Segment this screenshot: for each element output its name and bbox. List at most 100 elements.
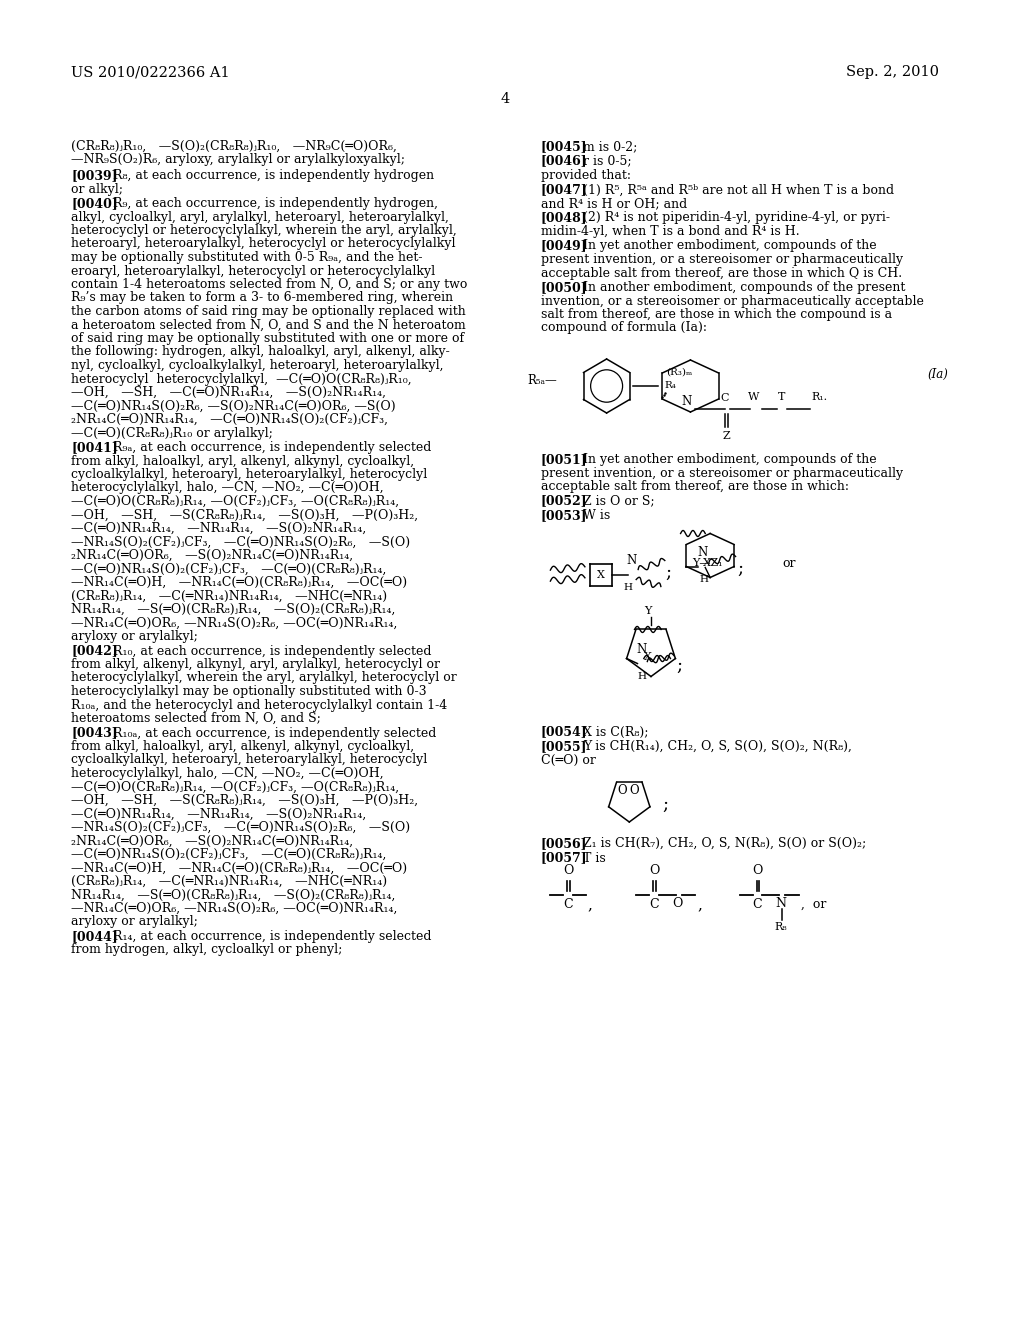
Text: X is C(R₈);: X is C(R₈); (583, 726, 648, 738)
Text: X: X (644, 652, 652, 661)
Text: ,: , (588, 898, 593, 912)
Text: heterocyclylalkyl, wherein the aryl, arylalkyl, heterocyclyl or: heterocyclylalkyl, wherein the aryl, ary… (71, 672, 457, 685)
Text: present invention, or a stereoisomer or pharmaceutically: present invention, or a stereoisomer or … (541, 253, 902, 267)
Text: N: N (776, 898, 786, 909)
Text: Z: Z (722, 432, 730, 441)
Text: [0053]: [0053] (541, 510, 587, 521)
Text: ₂NR₁₄C(═O)NR₁₄R₁₄, —C(═O)NR₁₄S(O)₂(CF₂)ⱼCF₃,: ₂NR₁₄C(═O)NR₁₄R₁₄, —C(═O)NR₁₄S(O)₂(CF₂)ⱼ… (71, 413, 388, 426)
Text: (Ia): (Ia) (927, 368, 948, 381)
Text: heterocyclyl  heterocyclylalkyl,  —C(═O)O(CR₈R₈)ⱼR₁₀,: heterocyclyl heterocyclylalkyl, —C(═O)O(… (71, 372, 412, 385)
Text: from alkyl, alkenyl, alkynyl, aryl, arylalkyl, heterocyclyl or: from alkyl, alkenyl, alkynyl, aryl, aryl… (71, 657, 440, 671)
Text: salt from thereof, are those in which the compound is a: salt from thereof, are those in which th… (541, 308, 892, 321)
Text: R₈, at each occurrence, is independently hydrogen: R₈, at each occurrence, is independently… (114, 169, 434, 182)
Text: —OH, —SH, —S(CR₈R₈)ⱼR₁₄, —S(O)₃H, —P(O)₃H₂,: —OH, —SH, —S(CR₈R₈)ⱼR₁₄, —S(O)₃H, —P(O)₃… (71, 795, 418, 807)
Text: —C(═O)O(CR₈R₈)ⱼR₁₄, —O(CF₂)ⱼCF₃, —O(CR₈R₈)ⱼR₁₄,: —C(═O)O(CR₈R₈)ⱼR₁₄, —O(CF₂)ⱼCF₃, —O(CR₈R… (71, 495, 399, 508)
Text: O: O (617, 784, 628, 797)
Text: W is: W is (583, 510, 610, 521)
Text: [0052]: [0052] (541, 495, 587, 507)
Text: O: O (649, 865, 659, 876)
Text: (CR₈R₈)ⱼR₁₄, —C(═NR₁₄)NR₁₄R₁₄, —NHC(═NR₁₄): (CR₈R₈)ⱼR₁₄, —C(═NR₁₄)NR₁₄R₁₄, —NHC(═NR₁… (71, 875, 387, 888)
Text: —OH, —SH, —S(CR₈R₈)ⱼR₁₄, —S(O)₃H, —P(O)₃H₂,: —OH, —SH, —S(CR₈R₈)ⱼR₁₄, —S(O)₃H, —P(O)₃… (71, 508, 418, 521)
Text: heteroatoms selected from N, O, and S;: heteroatoms selected from N, O, and S; (71, 711, 321, 725)
Text: [0039]: [0039] (71, 169, 118, 182)
Text: —NR₁₄S(O)₂(CF₂)ⱼCF₃, —C(═O)NR₁₄S(O)₂R₆, —S(O): —NR₁₄S(O)₂(CF₂)ⱼCF₃, —C(═O)NR₁₄S(O)₂R₆, … (71, 536, 411, 549)
Text: T: T (777, 392, 784, 403)
Text: ,: , (697, 898, 702, 912)
Text: [0042]: [0042] (71, 644, 118, 657)
Text: from hydrogen, alkyl, cycloalkyl or phenyl;: from hydrogen, alkyl, cycloalkyl or phen… (71, 944, 342, 957)
Text: R₈: R₈ (775, 921, 787, 932)
Text: contain 1-4 heteroatoms selected from N, O, and S; or any two: contain 1-4 heteroatoms selected from N,… (71, 279, 467, 290)
Text: Y—Z₁: Y—Z₁ (692, 557, 723, 568)
Text: ;: ; (676, 656, 682, 675)
Text: H: H (699, 574, 708, 583)
Text: ;: ; (663, 796, 669, 814)
Text: —NR₁₄C(═O)H, —NR₁₄C(═O)(CR₈R₈)ⱼR₁₄, —OC(═O): —NR₁₄C(═O)H, —NR₁₄C(═O)(CR₈R₈)ⱼR₁₄, —OC(… (71, 862, 408, 874)
Text: C: C (753, 898, 762, 911)
Text: midin-4-yl, when T is a bond and R⁴ is H.: midin-4-yl, when T is a bond and R⁴ is H… (541, 224, 799, 238)
Text: provided that:: provided that: (541, 169, 631, 182)
Text: r is 0-5;: r is 0-5; (583, 154, 632, 168)
Text: acceptable salt from thereof, are those in which:: acceptable salt from thereof, are those … (541, 480, 849, 492)
Text: Y is CH(R₁₄), CH₂, O, S, S(O), S(O)₂, N(R₈),: Y is CH(R₁₄), CH₂, O, S, S(O), S(O)₂, N(… (583, 741, 852, 752)
Text: m is 0-2;: m is 0-2; (583, 140, 637, 153)
Text: —NR₁₄C(═O)OR₆, —NR₁₄S(O)₂R₆, —OC(═O)NR₁₄R₁₄,: —NR₁₄C(═O)OR₆, —NR₁₄S(O)₂R₆, —OC(═O)NR₁₄… (71, 902, 397, 915)
Text: aryloxy or arylalkyl;: aryloxy or arylalkyl; (71, 916, 198, 928)
Text: (R₃)ₘ: (R₃)ₘ (666, 368, 692, 378)
Text: O: O (673, 898, 683, 909)
Text: [0046]: [0046] (541, 154, 587, 168)
Text: —C(═O)(CR₈R₈)ⱼR₁₀ or arylalkyl;: —C(═O)(CR₈R₈)ⱼR₁₀ or arylalkyl; (71, 426, 272, 440)
Text: from alkyl, haloalkyl, aryl, alkenyl, alkynyl, cycloalkyl,: from alkyl, haloalkyl, aryl, alkenyl, al… (71, 741, 414, 752)
Text: H: H (638, 672, 646, 681)
Text: —C(═O)NR₁₄S(O)₂R₆, —S(O)₂NR₁₄C(═O)OR₆, —S(O): —C(═O)NR₁₄S(O)₂R₆, —S(O)₂NR₁₄C(═O)OR₆, —… (71, 400, 395, 412)
Text: —OH, —SH, —C(═O)NR₁₄R₁₄, —S(O)₂NR₁₄R₁₄,: —OH, —SH, —C(═O)NR₁₄R₁₄, —S(O)₂NR₁₄R₁₄, (71, 385, 386, 399)
Text: R₁₄, at each occurrence, is independently selected: R₁₄, at each occurrence, is independentl… (114, 931, 432, 942)
Text: In yet another embodiment, compounds of the: In yet another embodiment, compounds of … (583, 239, 877, 252)
Text: X: X (597, 569, 604, 579)
Text: (CR₈R₈)ⱼR₁₀, —S(O)₂(CR₈R₈)ⱼR₁₀, —NR₉C(═O)OR₆,: (CR₈R₈)ⱼR₁₀, —S(O)₂(CR₈R₈)ⱼR₁₀, —NR₉C(═O… (71, 140, 397, 153)
Text: US 2010/0222366 A1: US 2010/0222366 A1 (71, 65, 229, 79)
Text: —NR₉S(O₂)R₆, aryloxy, arylalkyl or arylalkyloxyalkyl;: —NR₉S(O₂)R₆, aryloxy, arylalkyl or aryla… (71, 153, 406, 166)
Text: R₁₀, at each occurrence, is independently selected: R₁₀, at each occurrence, is independentl… (114, 644, 432, 657)
Text: [0043]: [0043] (71, 726, 118, 739)
Text: 4: 4 (501, 92, 510, 106)
Text: heterocyclylalkyl may be optionally substituted with 0-3: heterocyclylalkyl may be optionally subs… (71, 685, 427, 698)
Text: (2) R⁴ is not piperidin-4-yl, pyridine-4-yl, or pyri-: (2) R⁴ is not piperidin-4-yl, pyridine-4… (583, 211, 890, 224)
Text: cycloalkylalkyl, heteroaryl, heteroarylalkyl, heterocyclyl: cycloalkylalkyl, heteroaryl, heteroaryla… (71, 754, 427, 767)
Text: In another embodiment, compounds of the present: In another embodiment, compounds of the … (583, 281, 905, 294)
Text: [0040]: [0040] (71, 197, 118, 210)
Text: alkyl, cycloalkyl, aryl, arylalkyl, heteroaryl, heteroarylalkyl,: alkyl, cycloalkyl, aryl, arylalkyl, hete… (71, 210, 449, 223)
Text: C: C (721, 393, 729, 403)
Text: or alkyl;: or alkyl; (71, 182, 123, 195)
Text: heterocyclylalkyl, halo, —CN, —NO₂, —C(═O)OH,: heterocyclylalkyl, halo, —CN, —NO₂, —C(═… (71, 767, 384, 780)
Text: [0041]: [0041] (71, 441, 118, 454)
Text: W: W (748, 392, 759, 403)
Text: —C(═O)O(CR₈R₈)ⱼR₁₄, —O(CF₂)ⱼCF₃, —O(CR₈R₈)ⱼR₁₄,: —C(═O)O(CR₈R₈)ⱼR₁₄, —O(CF₂)ⱼCF₃, —O(CR₈R… (71, 780, 399, 793)
Text: [0057]: [0057] (541, 851, 587, 865)
Text: acceptable salt from thereof, are those in which Q is CH.: acceptable salt from thereof, are those … (541, 267, 902, 280)
Text: the carbon atoms of said ring may be optionally replaced with: the carbon atoms of said ring may be opt… (71, 305, 466, 318)
Text: X: X (703, 558, 711, 569)
Text: compound of formula (Ia):: compound of formula (Ia): (541, 322, 707, 334)
Text: may be optionally substituted with 0-5 R₉ₐ, and the het-: may be optionally substituted with 0-5 R… (71, 251, 423, 264)
Text: a heteroatom selected from N, O, and S and the N heteroatom: a heteroatom selected from N, O, and S a… (71, 318, 466, 331)
Text: Z is O or S;: Z is O or S; (583, 495, 654, 507)
Text: N: N (697, 545, 708, 558)
Text: C(═O) or: C(═O) or (541, 754, 595, 767)
Text: ,  or: , or (801, 898, 826, 911)
Text: Z₁ is CH(R₇), CH₂, O, S, N(R₈), S(O) or S(O)₂;: Z₁ is CH(R₇), CH₂, O, S, N(R₈), S(O) or … (583, 837, 866, 850)
Text: —NR₁₄C(═O)OR₆, —NR₁₄S(O)₂R₆, —OC(═O)NR₁₄R₁₄,: —NR₁₄C(═O)OR₆, —NR₁₄S(O)₂R₆, —OC(═O)NR₁₄… (71, 616, 397, 630)
Text: invention, or a stereoisomer or pharmaceutically acceptable: invention, or a stereoisomer or pharmace… (541, 294, 924, 308)
Text: R₉, at each occurrence, is independently hydrogen,: R₉, at each occurrence, is independently… (114, 197, 438, 210)
Text: R₉ₐ, at each occurrence, is independently selected: R₉ₐ, at each occurrence, is independentl… (114, 441, 432, 454)
Text: R₅ₐ—: R₅ₐ— (527, 374, 557, 387)
Text: R₄: R₄ (665, 380, 676, 389)
Text: C: C (649, 898, 658, 911)
Text: ;: ; (737, 560, 743, 578)
Text: [0051]: [0051] (541, 453, 587, 466)
Text: and R⁴ is H or OH; and: and R⁴ is H or OH; and (541, 197, 687, 210)
Text: ;: ; (666, 564, 672, 582)
Text: NR₁₄R₁₄, —S(═O)(CR₈R₈)ⱼR₁₄, —S(O)₂(CR₈R₈)ⱼR₁₄,: NR₁₄R₁₄, —S(═O)(CR₈R₈)ⱼR₁₄, —S(O)₂(CR₈R₈… (71, 603, 395, 616)
Text: [0049]: [0049] (541, 239, 587, 252)
Text: heterocyclyl or heterocyclylalkyl, wherein the aryl, arylalkyl,: heterocyclyl or heterocyclylalkyl, where… (71, 224, 457, 238)
